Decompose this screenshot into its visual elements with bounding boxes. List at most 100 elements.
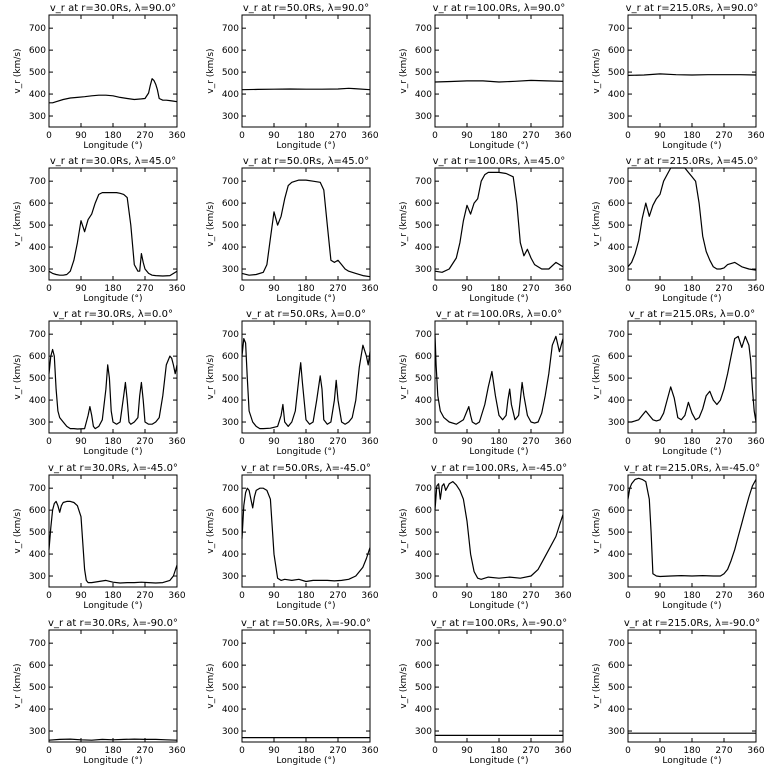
y-tick-label: 300 <box>29 418 46 428</box>
y-tick-label: 600 <box>415 661 432 671</box>
x-axis-label: Longitude (°) <box>469 294 528 304</box>
y-tick-label: 300 <box>222 112 239 122</box>
plot-title: v_r at r=30.0Rs, λ=0.0° <box>53 309 173 320</box>
y-axis-label: v_r (km/s) <box>592 663 602 708</box>
y-tick-label: 600 <box>222 661 239 671</box>
y-tick-label: 300 <box>608 112 625 122</box>
plot-title: v_r at r=50.0Rs, λ=0.0° <box>246 309 366 320</box>
x-tick-label: 360 <box>554 131 571 141</box>
x-tick-label: 90 <box>75 591 87 601</box>
series-line <box>241 338 371 430</box>
series-line <box>241 179 371 278</box>
y-tick-label: 600 <box>29 199 46 209</box>
y-tick-label: 600 <box>29 352 46 362</box>
y-tick-label: 300 <box>415 112 432 122</box>
series-line <box>627 167 757 271</box>
y-tick-label: 700 <box>29 330 46 340</box>
x-tick-label: 180 <box>490 284 507 294</box>
y-axis-label: v_r (km/s) <box>399 508 409 553</box>
plot-panel-10: v_r at r=50.0Rs, λ=0.0° 300 400 500 600 700 0 9… <box>206 309 379 457</box>
x-tick-label: 270 <box>136 591 153 601</box>
x-tick-label: 270 <box>329 284 346 294</box>
x-tick-label: 360 <box>168 591 185 601</box>
y-tick-label: 500 <box>222 374 239 384</box>
x-tick-label: 360 <box>747 437 764 447</box>
y-tick-label: 300 <box>29 572 46 582</box>
x-tick-label: 0 <box>432 131 438 141</box>
series-line <box>434 481 564 580</box>
plot-panel-16: v_r at r=215.0Rs, λ=-45.0° 300 400 500 600 70… <box>592 463 765 611</box>
plot-panel-6: v_r at r=50.0Rs, λ=45.0° 300 400 500 600 700 0… <box>206 156 379 304</box>
plot-frame <box>627 14 757 128</box>
x-tick-label: 180 <box>490 746 507 756</box>
series-line <box>434 79 564 83</box>
y-tick-label: 400 <box>29 705 46 715</box>
x-tick-label: 180 <box>683 437 700 447</box>
plot-frame <box>48 14 178 128</box>
y-tick-label: 400 <box>608 396 625 406</box>
x-tick-label: 360 <box>361 284 378 294</box>
plot-panel-12: v_r at r=215.0Rs, λ=0.0° 300 400 500 600 700 0… <box>592 309 765 457</box>
x-axis-label: Longitude (°) <box>662 756 721 766</box>
x-tick-label: 360 <box>168 746 185 756</box>
plot-title: v_r at r=100.0Rs, λ=-45.0° <box>431 463 567 474</box>
series-line <box>48 500 178 584</box>
series-line <box>627 73 757 76</box>
series-line <box>434 334 564 425</box>
y-tick-label: 300 <box>608 418 625 428</box>
x-tick-label: 90 <box>75 746 87 756</box>
x-axis-label: Longitude (°) <box>469 756 528 766</box>
plot-title: v_r at r=215.0Rs, λ=90.0° <box>626 3 759 14</box>
x-tick-label: 90 <box>654 591 666 601</box>
y-tick-label: 400 <box>222 90 239 100</box>
y-tick-label: 600 <box>608 46 625 56</box>
x-tick-label: 0 <box>239 131 245 141</box>
x-tick-label: 0 <box>46 746 52 756</box>
plot-title: v_r at r=100.0Rs, λ=-90.0° <box>431 618 567 629</box>
y-tick-label: 300 <box>222 265 239 275</box>
plot-title: v_r at r=100.0Rs, λ=90.0° <box>433 3 566 14</box>
y-tick-label: 300 <box>608 727 625 737</box>
x-tick-label: 270 <box>715 746 732 756</box>
y-tick-label: 700 <box>415 484 432 494</box>
y-tick-label: 500 <box>415 68 432 78</box>
plot-frame <box>627 474 757 588</box>
y-tick-label: 300 <box>29 265 46 275</box>
x-tick-label: 270 <box>329 131 346 141</box>
y-tick-label: 400 <box>608 550 625 560</box>
y-axis-label: v_r (km/s) <box>399 201 409 246</box>
x-tick-label: 270 <box>715 591 732 601</box>
y-tick-label: 400 <box>415 396 432 406</box>
x-tick-label: 0 <box>46 591 52 601</box>
x-tick-label: 360 <box>361 746 378 756</box>
series-line <box>48 348 178 430</box>
y-tick-label: 500 <box>29 221 46 231</box>
x-tick-label: 180 <box>683 284 700 294</box>
plot-panel-18: v_r at r=50.0Rs, λ=-90.0° 300 400 500 600 700… <box>206 618 379 766</box>
x-tick-label: 90 <box>75 284 87 294</box>
x-tick-label: 90 <box>75 131 87 141</box>
y-tick-label: 700 <box>222 330 239 340</box>
plot-title: v_r at r=215.0Rs, λ=-90.0° <box>624 618 760 629</box>
y-tick-label: 700 <box>29 177 46 187</box>
series-line <box>241 87 371 91</box>
x-axis-label: Longitude (°) <box>662 447 721 457</box>
plot-title: v_r at r=50.0Rs, λ=90.0° <box>243 3 369 14</box>
x-tick-label: 0 <box>239 284 245 294</box>
y-axis-label: v_r (km/s) <box>206 508 216 553</box>
plot-panel-19: v_r at r=100.0Rs, λ=-90.0° 300 400 500 600 70… <box>399 618 572 766</box>
x-tick-label: 180 <box>490 591 507 601</box>
x-tick-label: 270 <box>522 284 539 294</box>
series-line <box>627 477 757 578</box>
y-tick-label: 600 <box>608 661 625 671</box>
y-tick-label: 600 <box>415 199 432 209</box>
y-tick-label: 400 <box>608 90 625 100</box>
y-axis-label: v_r (km/s) <box>399 354 409 399</box>
x-tick-label: 90 <box>75 437 87 447</box>
plot-frame <box>241 474 371 588</box>
x-tick-label: 360 <box>554 746 571 756</box>
y-tick-label: 500 <box>608 528 625 538</box>
x-axis-label: Longitude (°) <box>469 447 528 457</box>
y-tick-label: 600 <box>415 506 432 516</box>
